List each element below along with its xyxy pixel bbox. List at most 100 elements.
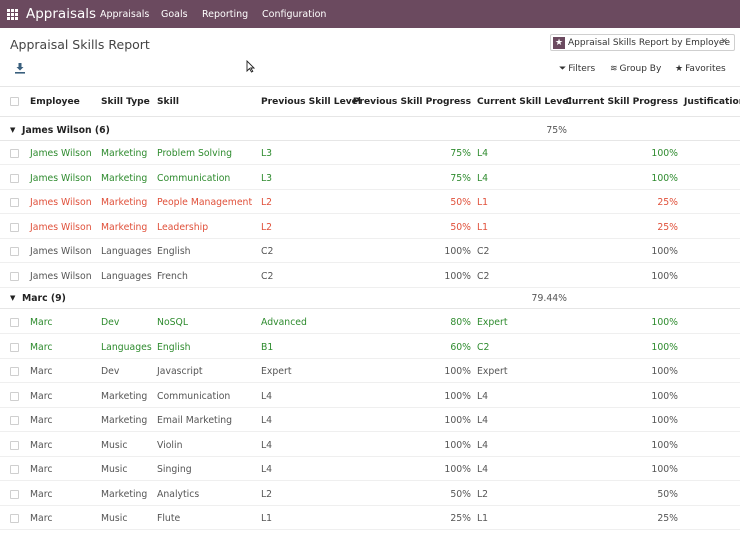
cell-skill-type[interactable]: Marketing [101,197,148,208]
cell-skill-type[interactable]: Languages [101,271,152,282]
cell-previous-skill-level[interactable]: L2 [261,222,273,233]
row-checkbox[interactable] [10,465,19,474]
cell-current-skill-level[interactable]: L4 [477,440,489,451]
col-current-skill-progress[interactable]: Current Skill Progress [565,97,678,107]
cell-skill[interactable]: People Management [157,197,253,208]
favorites-button[interactable]: ★ Favorites [675,64,726,74]
caret-down-icon[interactable]: ▼ [10,294,16,302]
cell-previous-skill-progress[interactable]: 100% [444,246,471,257]
cell-current-skill-progress[interactable]: 100% [651,366,678,377]
cell-current-skill-level[interactable]: L4 [477,464,489,475]
cell-previous-skill-progress[interactable]: 50% [450,222,471,233]
cell-skill[interactable]: English [157,342,191,353]
cell-previous-skill-level[interactable]: L1 [261,513,273,524]
col-employee[interactable]: Employee [30,97,80,107]
cell-current-skill-level[interactable]: L1 [477,222,489,233]
cell-skill[interactable]: Violin [157,440,183,451]
cell-previous-skill-progress[interactable]: 100% [444,391,471,402]
filters-button[interactable]: ⏷ Filters [559,64,595,74]
cell-skill-type[interactable]: Dev [101,317,120,328]
cell-skill-type[interactable]: Music [101,440,128,451]
cell-previous-skill-progress[interactable]: 100% [444,366,471,377]
cell-previous-skill-progress[interactable]: 25% [450,513,471,524]
cell-previous-skill-progress[interactable]: 60% [450,342,471,353]
cell-previous-skill-progress[interactable]: 100% [444,271,471,282]
cell-skill-type[interactable]: Music [101,464,128,475]
cell-employee[interactable]: James Wilson [30,246,92,257]
search-facet[interactable]: ★ Appraisal Skills Report by Employee ✕ [550,34,735,51]
cell-skill-type[interactable]: Marketing [101,415,148,426]
cell-employee[interactable]: Marc [30,317,53,328]
cell-skill-type[interactable]: Marketing [101,173,148,184]
group-header[interactable]: Marc (9) [22,293,66,304]
cell-skill-type[interactable]: Marketing [101,222,148,233]
cell-skill-type[interactable]: Languages [101,246,152,257]
cell-skill[interactable]: Leadership [157,222,209,233]
cell-skill[interactable]: Javascript [157,366,203,377]
menu-appraisals[interactable]: Appraisals [100,9,150,20]
cell-current-skill-progress[interactable]: 100% [651,415,678,426]
cell-previous-skill-progress[interactable]: 100% [444,440,471,451]
row-checkbox[interactable] [10,343,19,352]
cell-previous-skill-level[interactable]: L2 [261,489,273,500]
cell-skill[interactable]: Singing [157,464,192,475]
cell-employee[interactable]: Marc [30,464,53,475]
cell-skill-type[interactable]: Marketing [101,148,148,159]
row-checkbox[interactable] [10,198,19,207]
cell-employee[interactable]: Marc [30,513,53,524]
cell-current-skill-progress[interactable]: 100% [651,173,678,184]
row-checkbox[interactable] [10,318,19,327]
cell-current-skill-level[interactable]: L1 [477,513,489,524]
cell-employee[interactable]: James Wilson [30,148,92,159]
row-checkbox[interactable] [10,416,19,425]
cell-current-skill-level[interactable]: Expert [477,317,508,328]
cell-current-skill-level[interactable]: C2 [477,246,490,257]
cell-skill[interactable]: English [157,246,191,257]
cell-employee[interactable]: Marc [30,391,53,402]
cell-skill-type[interactable]: Languages [101,342,152,353]
row-checkbox[interactable] [10,149,19,158]
row-checkbox[interactable] [10,247,19,256]
cell-previous-skill-level[interactable]: Expert [261,366,292,377]
close-icon[interactable]: ✕ [720,37,728,47]
row-checkbox[interactable] [10,272,19,281]
cell-skill[interactable]: Communication [157,391,231,402]
cell-previous-skill-level[interactable]: Advanced [261,317,307,328]
row-checkbox[interactable] [10,174,19,183]
cell-skill[interactable]: Analytics [157,489,200,500]
cell-current-skill-progress[interactable]: 100% [651,271,678,282]
cell-previous-skill-level[interactable]: L4 [261,415,273,426]
col-previous-skill-level[interactable]: Previous Skill Level [261,97,361,107]
apps-menu-icon[interactable] [7,9,18,20]
cell-current-skill-progress[interactable]: 100% [651,246,678,257]
cell-current-skill-progress[interactable]: 25% [657,222,678,233]
col-skill-type[interactable]: Skill Type [101,97,150,107]
cell-previous-skill-progress[interactable]: 80% [450,317,471,328]
download-icon[interactable] [14,62,26,74]
menu-goals[interactable]: Goals [161,9,188,20]
row-checkbox[interactable] [10,514,19,523]
cell-current-skill-level[interactable]: L4 [477,415,489,426]
cell-current-skill-progress[interactable]: 25% [657,197,678,208]
cell-current-skill-progress[interactable]: 100% [651,440,678,451]
cell-current-skill-level[interactable]: L1 [477,197,489,208]
cell-previous-skill-progress[interactable]: 75% [450,173,471,184]
cell-previous-skill-progress[interactable]: 100% [444,464,471,475]
cell-skill-type[interactable]: Music [101,513,128,524]
cell-employee[interactable]: James Wilson [30,173,92,184]
cell-current-skill-progress[interactable]: 100% [651,148,678,159]
cell-skill-type[interactable]: Marketing [101,489,148,500]
select-all-checkbox[interactable] [10,97,19,106]
cell-previous-skill-progress[interactable]: 75% [450,148,471,159]
cell-current-skill-level[interactable]: C2 [477,342,490,353]
cell-previous-skill-progress[interactable]: 50% [450,489,471,500]
cell-previous-skill-level[interactable]: C2 [261,246,274,257]
app-brand[interactable]: Appraisals [26,6,97,22]
cell-current-skill-level[interactable]: Expert [477,366,508,377]
cell-previous-skill-level[interactable]: B1 [261,342,274,353]
row-checkbox[interactable] [10,392,19,401]
cell-employee[interactable]: James Wilson [30,197,92,208]
cell-previous-skill-level[interactable]: L4 [261,464,273,475]
cell-skill-type[interactable]: Marketing [101,391,148,402]
cell-employee[interactable]: James Wilson [30,222,92,233]
